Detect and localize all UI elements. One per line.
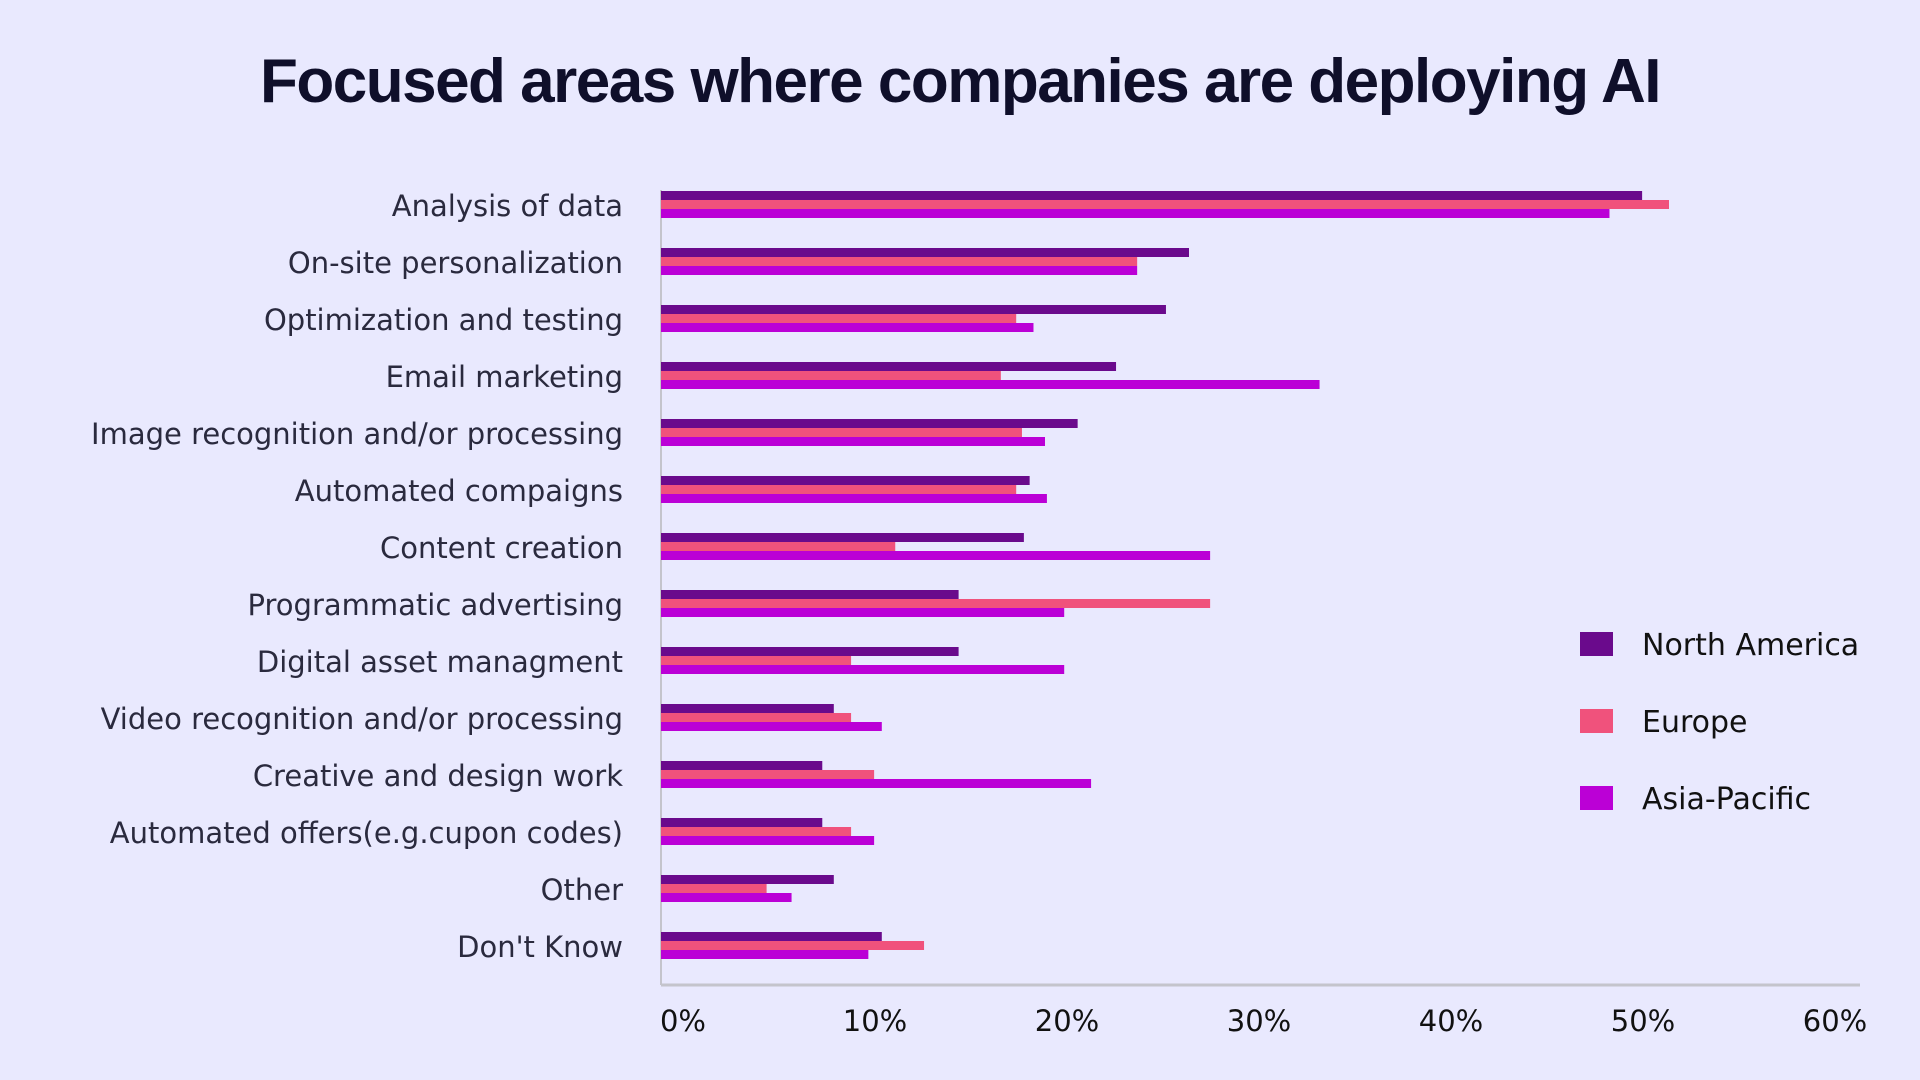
category-label: Image recognition and/or processing (91, 417, 623, 451)
bar-europe (661, 485, 1017, 494)
bar-europe (661, 542, 896, 551)
legend-label: Europe (1642, 705, 1748, 740)
category-label: On-site personalization (288, 246, 623, 280)
x-tick-label: 30% (1227, 1004, 1291, 1038)
bar-north-america (661, 875, 834, 884)
bar-asia-pacific (661, 722, 882, 731)
bar-asia-pacific (661, 209, 1610, 218)
bar-asia-pacific (661, 893, 792, 902)
category-label: Content creation (380, 531, 623, 565)
x-tick-label: 20% (1035, 1004, 1099, 1038)
bar-europe (661, 599, 1211, 608)
legend-swatch (1580, 709, 1613, 733)
bar-north-america (661, 476, 1030, 485)
bar-north-america (661, 305, 1166, 314)
category-label: Creative and design work (253, 759, 623, 793)
bar-north-america (661, 419, 1078, 428)
category-label: Automated compaigns (295, 474, 623, 508)
bar-north-america (661, 818, 823, 827)
category-label: Programmatic advertising (248, 588, 623, 622)
bar-europe (661, 827, 852, 836)
x-tick-label: 10% (843, 1004, 907, 1038)
bar-europe (661, 656, 852, 665)
bar-asia-pacific (661, 380, 1320, 389)
category-label: Analysis of data (392, 189, 623, 223)
category-label: Automated offers(e.g.cupon codes) (110, 816, 623, 850)
bar-asia-pacific (661, 665, 1065, 674)
legend-swatch (1580, 786, 1613, 810)
legend-swatch (1580, 632, 1613, 656)
bar-asia-pacific (661, 779, 1092, 788)
bar-north-america (661, 590, 959, 599)
bar-north-america (661, 647, 959, 656)
bar-north-america (661, 761, 823, 770)
bar-europe (661, 200, 1669, 209)
bar-north-america (661, 932, 882, 941)
bar-north-america (661, 704, 834, 713)
bar-europe (661, 371, 1001, 380)
bar-north-america (661, 248, 1189, 257)
legend-label: Asia-Pacific (1642, 782, 1811, 817)
category-label: Optimization and testing (264, 303, 623, 337)
bar-asia-pacific (661, 494, 1047, 503)
category-label: Don't Know (457, 930, 623, 964)
x-tick-label: 40% (1419, 1004, 1483, 1038)
bar-europe (661, 884, 767, 893)
bar-europe (661, 713, 852, 722)
bar-asia-pacific (661, 437, 1045, 446)
category-label: Email marketing (386, 360, 623, 394)
bar-europe (661, 941, 925, 950)
bar-north-america (661, 191, 1643, 200)
bar-asia-pacific (661, 608, 1065, 617)
bar-asia-pacific (661, 836, 875, 845)
bar-asia-pacific (661, 950, 869, 959)
bar-europe (661, 770, 875, 779)
bar-north-america (661, 533, 1024, 542)
bar-asia-pacific (661, 551, 1211, 560)
bar-asia-pacific (661, 323, 1034, 332)
bar-europe (661, 257, 1138, 266)
category-label: Digital asset managment (257, 645, 623, 679)
x-tick-label: 50% (1611, 1004, 1675, 1038)
bar-asia-pacific (661, 266, 1138, 275)
chart-title: Focused areas where companies are deploy… (260, 47, 1662, 116)
legend-label: North America (1642, 628, 1859, 663)
bar-europe (661, 428, 1022, 437)
bar-europe (661, 314, 1017, 323)
bar-north-america (661, 362, 1117, 371)
x-tick-label: 0% (660, 1004, 706, 1038)
category-label: Video recognition and/or processing (101, 702, 623, 736)
x-tick-label: 60% (1803, 1004, 1867, 1038)
category-label: Other (541, 873, 623, 907)
